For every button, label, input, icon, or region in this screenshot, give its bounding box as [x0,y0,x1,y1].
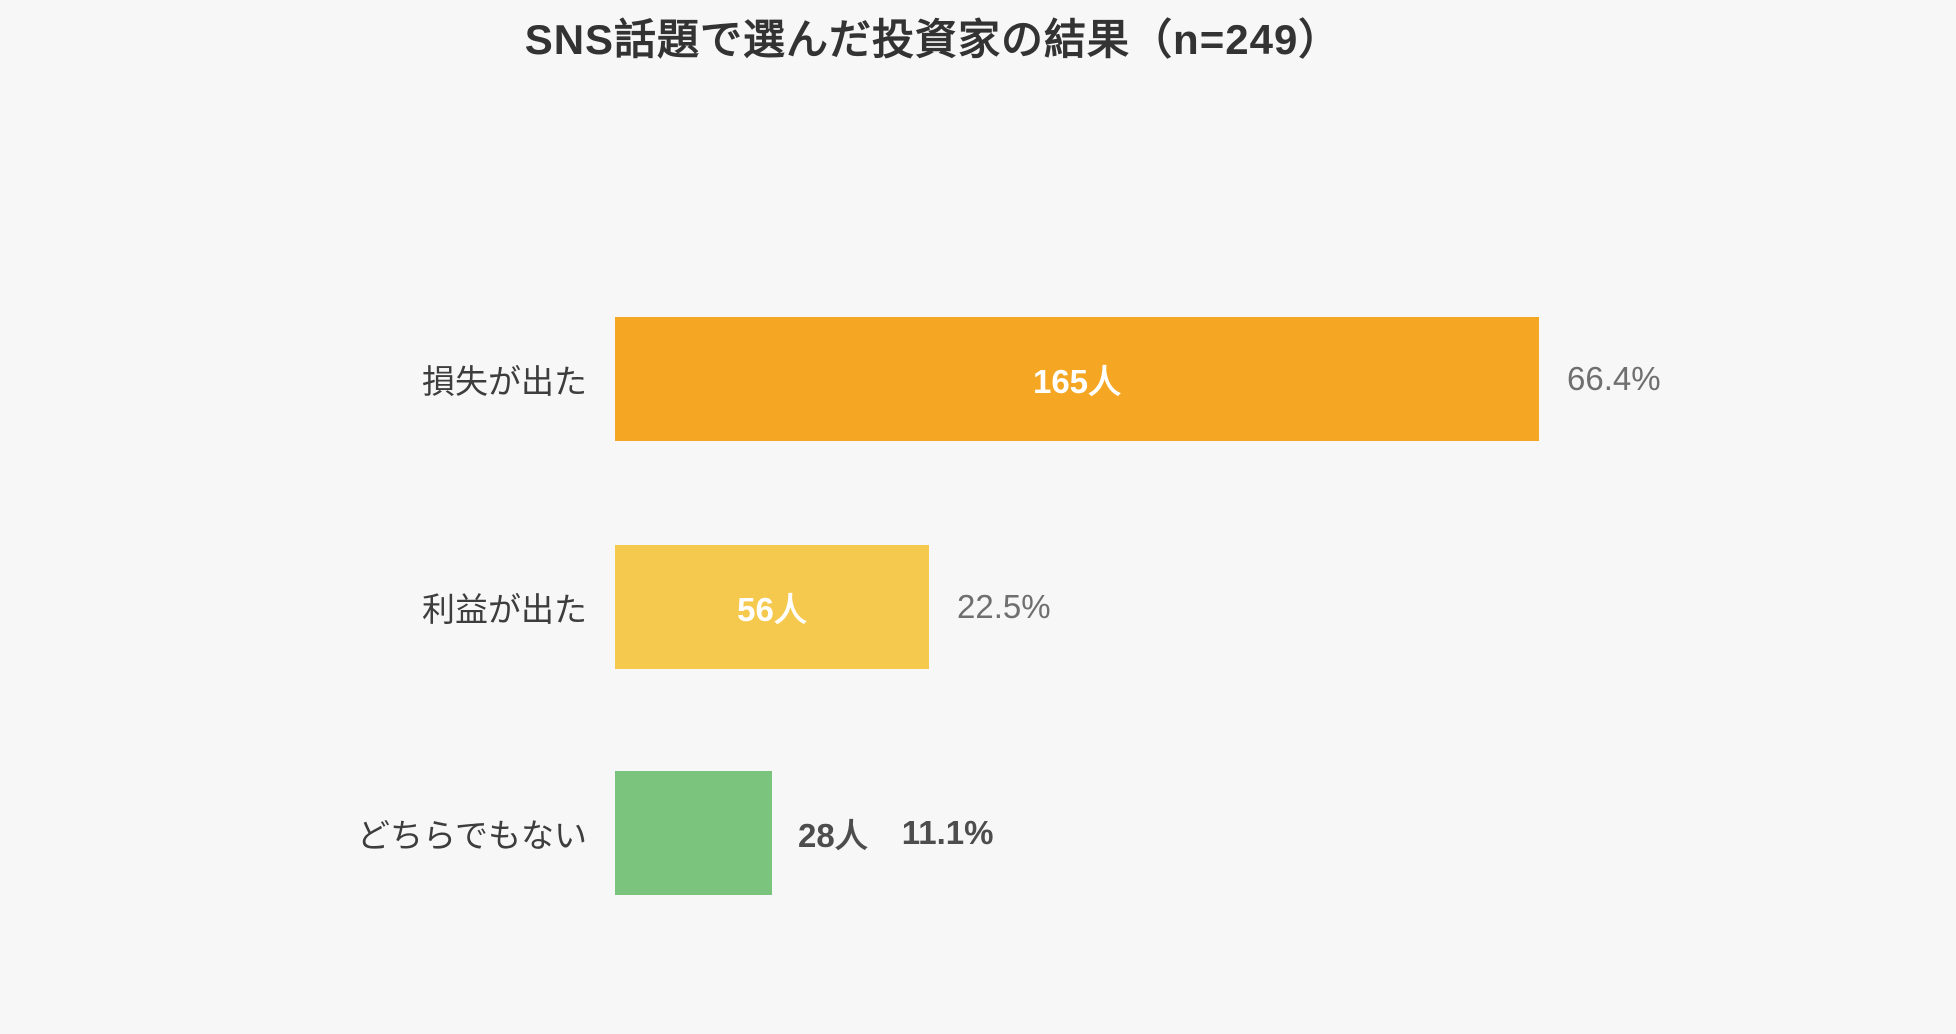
chart-title: SNS話題で選んだ投資家の結果（n=249） [524,16,1342,63]
bar-row-profit: 利益が出た 56人 22.5% [0,545,1051,669]
category-label-neither: どちらでもない [356,817,587,854]
bar-profit: 56人 [615,545,929,669]
bar-loss: 165人 [615,317,1539,441]
category-label-loss: 損失が出た [422,363,587,400]
bar-neither [615,771,772,895]
bar-percent-profit: 22.5% [957,588,1051,625]
bar-percent-neither: 11.1% [901,814,994,851]
category-label-profit: 利益が出た [422,591,587,628]
bar-value-profit: 56人 [737,591,807,628]
bar-row-neither: どちらでもない 28人 11.1% [0,771,993,895]
bar-percent-loss: 66.4% [1567,360,1661,397]
bar-value-neither: 28人 [798,817,868,854]
bar-row-loss: 損失が出た 165人 66.4% [0,317,1661,441]
bar-value-loss: 165人 [1032,363,1122,400]
